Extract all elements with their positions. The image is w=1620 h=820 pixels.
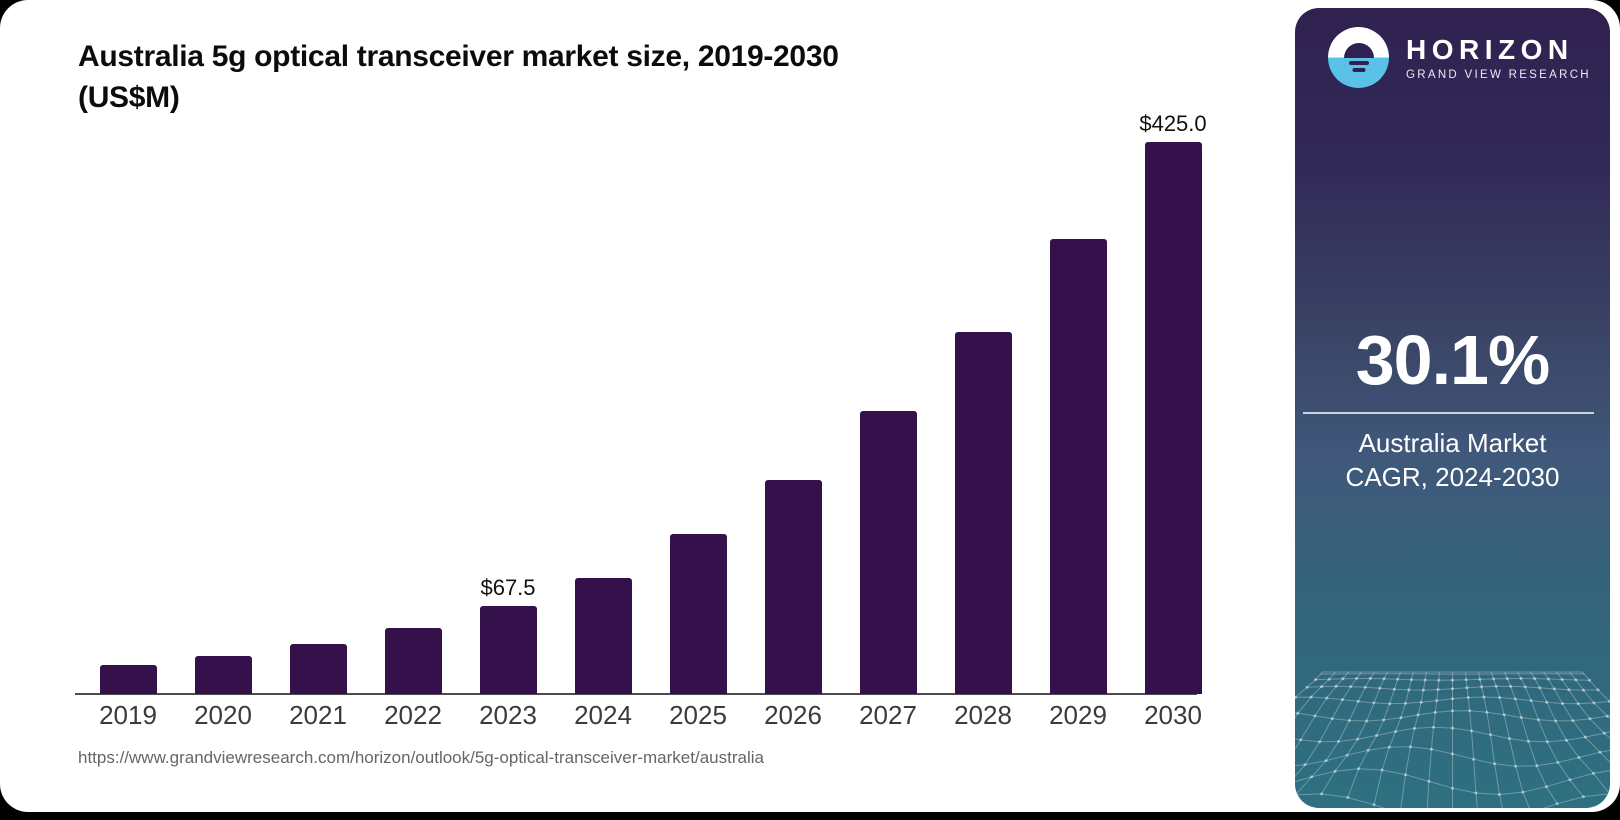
x-tick-2026: 2026 [764, 700, 822, 730]
chart-panel: Australia 5g optical transceiver market … [75, 36, 1207, 767]
x-tick-2022: 2022 [384, 700, 442, 730]
x-tick-2019: 2019 [99, 700, 157, 730]
x-tick-2024: 2024 [574, 700, 632, 730]
wireframe-mesh-decoration [1295, 671, 1610, 808]
brand: HORIZON GRAND VIEW RESEARCH [1328, 27, 1591, 88]
source-url: https://www.grandviewresearch.com/horizo… [78, 748, 764, 767]
sidebar: HORIZON GRAND VIEW RESEARCH 30.1% Austra… [1295, 8, 1610, 808]
bar-2020 [194, 655, 252, 694]
brand-subtitle: GRAND VIEW RESEARCH [1406, 69, 1591, 81]
bar-2025 [669, 534, 727, 694]
sun-reflection-icon [1352, 67, 1365, 73]
cagr-value: 30.1% [1355, 321, 1550, 399]
cagr-label-line1: Australia Market [1358, 428, 1547, 458]
x-tick-2021: 2021 [289, 700, 347, 730]
bar-2021 [289, 643, 347, 694]
x-axis-line [75, 693, 1197, 695]
x-tick-2030: 2030 [1144, 700, 1202, 730]
bar-value-label-2030: $425.0 [1139, 111, 1207, 136]
cagr-label-line2: CAGR, 2024-2030 [1345, 462, 1560, 492]
bar-2019 [99, 665, 157, 694]
cagr-label: Australia Market CAGR, 2024-2030 [1295, 426, 1610, 494]
bar-2030 [1144, 142, 1202, 694]
brand-name: HORIZON [1406, 34, 1574, 65]
sun-reflection-icon [1348, 60, 1369, 66]
bar-value-label-2023: $67.5 [480, 575, 536, 601]
chart-title-line2: (US$M) [78, 81, 180, 114]
bar-2027 [859, 410, 917, 694]
bar-2028 [954, 331, 1012, 694]
bar-chart: 2019 2020 2021 2022 2023 $67.5 2024 2025 2026 202… [75, 111, 1207, 730]
chart-title-line1: Australia 5g optical transceiver market … [78, 40, 839, 73]
bar-2024 [574, 578, 632, 694]
bar-2023 [479, 606, 537, 694]
bar-2026 [764, 479, 822, 694]
x-tick-2025: 2025 [669, 700, 727, 730]
divider-line [1303, 412, 1594, 414]
chart-title: Australia 5g optical transceiver market … [78, 36, 839, 118]
x-tick-2029: 2029 [1049, 700, 1107, 730]
brand-text: HORIZON GRAND VIEW RESEARCH [1406, 34, 1591, 81]
x-tick-2027: 2027 [859, 700, 917, 730]
horizon-logo-icon [1328, 27, 1389, 88]
x-tick-2020: 2020 [194, 700, 252, 730]
sun-icon [1343, 42, 1374, 58]
x-tick-2028: 2028 [954, 700, 1012, 730]
bar-2029 [1049, 239, 1107, 694]
bar-2022 [384, 627, 442, 694]
x-tick-2023: 2023 [479, 700, 537, 730]
